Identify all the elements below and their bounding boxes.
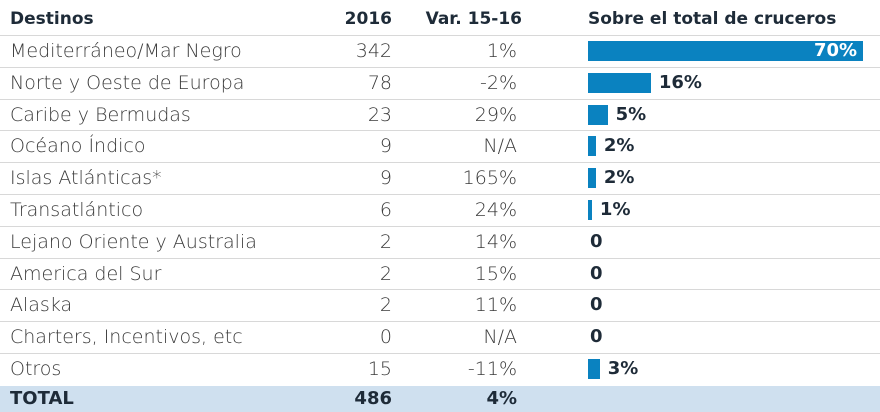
variation: 11% <box>474 294 517 317</box>
count-2016: 6 <box>379 199 392 221</box>
row-separator <box>0 130 880 132</box>
count-2016: 78 <box>367 71 392 94</box>
variation: -11% <box>467 358 517 380</box>
destino: Otros <box>10 358 62 380</box>
share-label: 2% <box>603 167 635 189</box>
header: Sobre el total de cruceros <box>588 9 837 29</box>
share-bar <box>588 104 608 125</box>
count-2016: 342 <box>355 40 392 62</box>
total-label: TOTAL <box>10 388 74 409</box>
share-label: 16% <box>658 71 702 93</box>
row-separator <box>0 257 880 259</box>
row-separator <box>0 353 880 354</box>
variation: -2% <box>480 71 517 94</box>
share-bar <box>588 72 651 93</box>
share-label: 0 <box>590 262 603 284</box>
count-2016: 15 <box>367 358 392 380</box>
share-bar <box>588 136 596 157</box>
total-var: 4% <box>486 388 517 409</box>
destino: America del Sur <box>10 262 162 285</box>
header: Var. 15-16 <box>425 9 522 29</box>
count-2016: 9 <box>379 167 392 190</box>
variation: 24% <box>474 199 517 221</box>
row-separator <box>0 162 880 164</box>
destino: Norte y Oeste de Europa <box>10 71 245 94</box>
variation: 1% <box>486 40 517 62</box>
count-2016: 23 <box>367 103 392 126</box>
destino: Caribe y Bermudas <box>10 103 191 126</box>
share-label: 2% <box>603 135 635 157</box>
variation: 14% <box>474 230 517 253</box>
share-label: 70% <box>814 40 858 61</box>
row-separator <box>0 35 880 36</box>
header: Destinos <box>10 9 94 29</box>
share-bar <box>588 41 864 61</box>
destino: Océano Índico <box>10 135 146 158</box>
row-separator <box>0 66 880 68</box>
destino: Transatlántico <box>10 199 144 221</box>
row-separator <box>0 289 880 291</box>
destino: Mediterráneo/Mar Negro <box>10 40 242 62</box>
variation: N/A <box>483 326 517 349</box>
destino: Alaska <box>10 294 73 317</box>
destino: Lejano Oriente y Australia <box>10 230 257 253</box>
row-separator <box>0 321 880 323</box>
variation: 165% <box>462 167 517 190</box>
share-label: 1% <box>599 199 631 220</box>
destino: Charters, Incentivos, etc <box>10 326 243 349</box>
row-separator <box>0 225 880 227</box>
count-2016: 2 <box>379 230 392 253</box>
share-bar <box>588 359 600 379</box>
share-label: 0 <box>590 294 603 316</box>
header: 2016 <box>344 9 392 29</box>
row-separator <box>0 98 880 100</box>
variation: 29% <box>474 103 517 126</box>
variation: 15% <box>474 262 517 285</box>
variation: N/A <box>483 135 517 158</box>
total-count: 486 <box>354 388 392 409</box>
share-label: 3% <box>607 358 639 379</box>
share-label: 0 <box>590 326 603 348</box>
destino: Islas Atlánticas* <box>10 167 162 190</box>
share-label: 0 <box>590 230 603 252</box>
count-2016: 2 <box>379 262 392 285</box>
share-label: 5% <box>615 103 647 125</box>
count-2016: 2 <box>379 294 392 317</box>
total-background <box>0 386 880 412</box>
share-bar <box>588 200 592 220</box>
count-2016: 9 <box>379 135 392 158</box>
count-2016: 0 <box>379 326 392 349</box>
share-bar <box>588 168 596 189</box>
row-separator <box>0 194 880 195</box>
